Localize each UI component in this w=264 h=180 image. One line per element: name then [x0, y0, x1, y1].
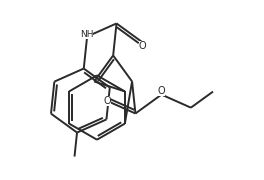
Text: O: O	[103, 96, 111, 106]
Text: NH: NH	[80, 30, 93, 39]
Text: O: O	[158, 86, 165, 96]
Text: O: O	[139, 41, 146, 51]
